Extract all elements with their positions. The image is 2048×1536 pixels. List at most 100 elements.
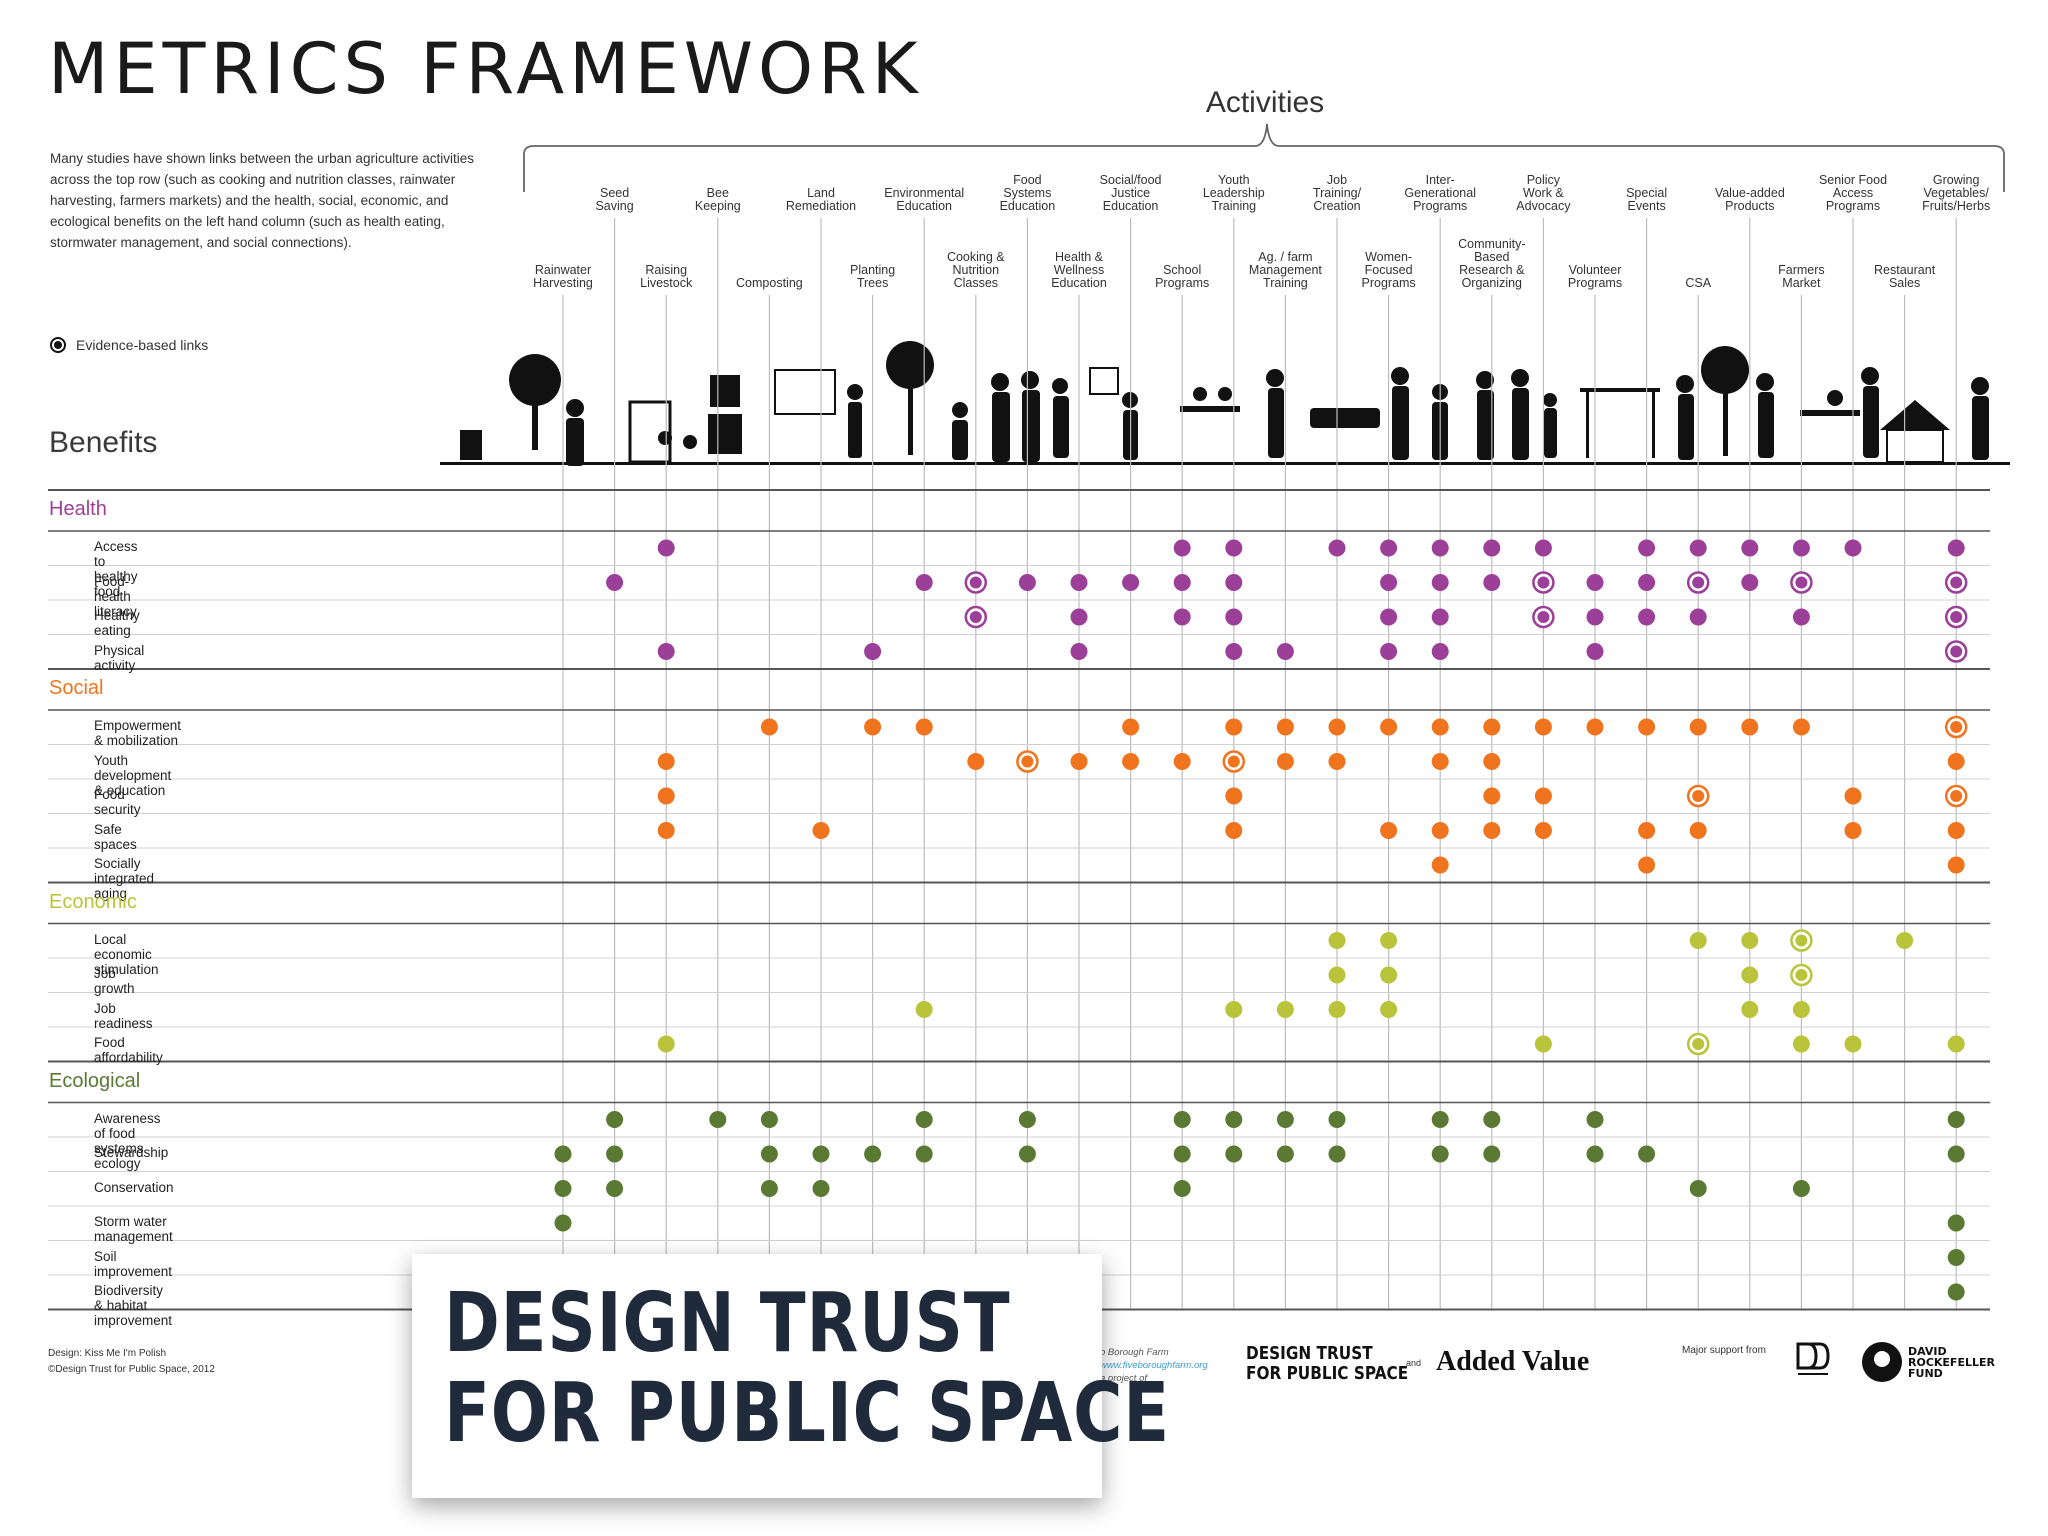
link-dot [1380,932,1398,949]
link-dot [864,718,882,736]
link-dot [1276,643,1294,660]
link-dot [1122,753,1140,770]
link-dot [1380,643,1398,660]
link-dot [1586,1145,1604,1163]
link-dot [1947,856,1965,874]
link-dot [1328,718,1346,736]
link-dot [1483,822,1501,839]
section-social: Social [49,677,104,699]
link-dot [1534,718,1552,736]
farm-url[interactable]: www.fiveboroughfarm.org [1100,1360,1208,1371]
support-label: Major support from [1682,1345,1766,1356]
benefit-label-biodiversity-habitat-improvement: Biodiversity & habitat improvement [94,1283,173,1328]
link-dot [1431,643,1449,660]
activity-label-ag-farm-management-training: Ag. / farm Management Training [1248,250,1322,290]
link-dot [1173,574,1191,591]
link-dot [864,1145,882,1163]
evidence-link-dot [1686,571,1710,594]
link-dot [1483,539,1501,557]
link-dot [1483,1111,1501,1128]
activity-label-school-programs: School Programs [1155,263,1210,290]
link-dot [1896,932,1914,949]
link-dot [1947,539,1965,557]
activity-label-youth-leadership-training: Youth Leadership Training [1202,173,1265,213]
link-dot [1844,822,1862,839]
link-dot [1380,574,1398,591]
link-dot [709,1111,727,1128]
activity-label-value-added-products: Value-added Products [1714,186,1785,213]
benefit-label-physical-activity: Physical activity [94,642,145,673]
activity-label-cooking-nutrition-classes: Cooking & Nutrition Classes [946,250,1005,290]
link-dot [1947,753,1965,770]
link-dot [1328,753,1346,770]
link-dot [1534,787,1552,805]
link-dot [1638,539,1656,557]
benefit-label-access-to-healthy-food: Access to healthy food [94,539,138,599]
link-dot [1225,574,1243,591]
link-dot [1276,753,1294,770]
link-dot [1380,822,1398,839]
link-dot [1225,822,1243,839]
credit-design: Design: Kiss Me I'm Polish [48,1348,167,1359]
link-dot [1328,966,1346,984]
link-dot [1122,718,1140,736]
farm-project-of: a project of [1100,1373,1147,1384]
link-dot [1638,856,1656,874]
link-dot [1534,1035,1552,1053]
evidence-link-dot [1686,784,1710,808]
link-dot [1431,753,1449,770]
benefit-label-socially-integrated-aging: Socially integrated aging [94,856,155,901]
link-dot [1122,574,1140,591]
link-dot [1225,608,1243,626]
evidence-dot-icon [50,337,66,353]
link-dot [1070,753,1088,770]
link-dot [1225,718,1243,736]
activity-label-senior-food-access-programs: Senior Food Access Programs [1818,173,1888,213]
activity-label-bee-keeping: Bee Keeping [694,186,741,213]
link-dot [1689,539,1707,557]
link-dot [1380,718,1398,736]
benefit-label-stewardship: Stewardship [94,1145,169,1160]
link-dot [915,1145,933,1163]
link-dot [1431,718,1449,736]
link-dot [1431,856,1449,874]
link-dot [1225,643,1243,660]
link-dot [1741,718,1759,736]
link-dot [1070,608,1088,626]
doris-duke-logo [1796,1342,1830,1375]
link-dot [657,822,675,839]
link-dot [1844,787,1862,805]
link-dot [760,1111,778,1128]
intro-text: Many studies have shown links between th… [50,151,474,250]
benefit-label-storm-water-management: Storm water management [94,1214,173,1244]
link-dot [1638,1145,1656,1163]
activity-label-growing-vegetables-fruits-herbs: Growing Vegetables/Fruits/Herbs [1922,173,1991,213]
link-dot [1947,1035,1965,1053]
link-dot [760,1145,778,1163]
benefit-label-safe-spaces: Safe spaces [94,821,137,852]
link-dot [1483,753,1501,770]
link-dot [1483,1145,1501,1163]
benefit-label-job-growth: Job growth [94,966,135,996]
credit-copyright: ©Design Trust for Public Space, 2012 [48,1364,215,1375]
link-dot [1225,1145,1243,1163]
farm-project-note: o Borough Farm www.fiveboroughfarm.org a… [1100,1346,1208,1385]
link-dot [1380,608,1398,626]
link-dot [1947,1214,1965,1232]
benefit-label-awareness-of-food-systems-ecology: Awareness of food systems ecology [94,1110,161,1171]
section-health: Health [49,498,107,520]
link-dot [606,1111,624,1128]
activity-label-environmental-education: Environmental Education [884,186,965,213]
link-dot [657,753,675,770]
evidence-link-dot [1944,605,1968,629]
page-title: METRICS FRAMEWORK [48,28,923,110]
link-dot [1792,539,1810,557]
evidence-link-dot [1790,929,1813,952]
evidence-link-dot [1944,715,1968,739]
link-dot [1483,787,1501,805]
link-dot [915,1001,933,1018]
activity-label-policy-work-advocacy: Policy Work & Advocacy [1516,173,1571,213]
evidence-link-dot [964,605,988,629]
link-dot [1225,1111,1243,1128]
link-dot [1947,1283,1965,1301]
